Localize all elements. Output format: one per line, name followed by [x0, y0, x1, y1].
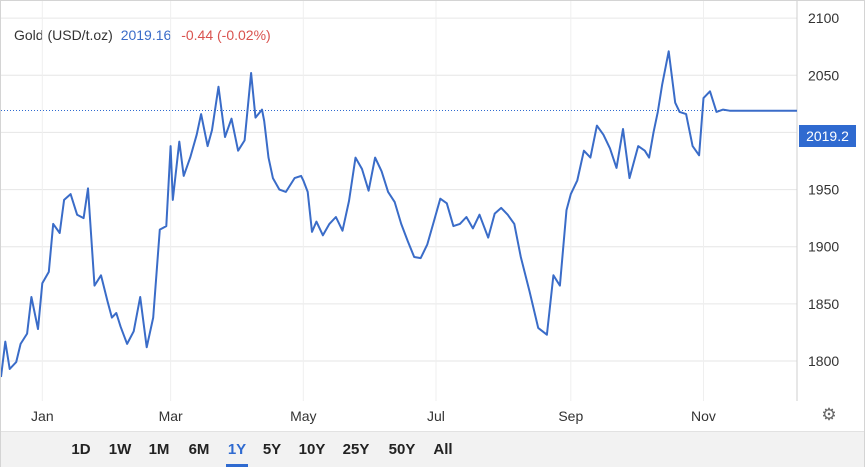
y-tick-label: 1800 — [808, 353, 839, 369]
range-button-1d[interactable]: 1D — [71, 441, 91, 458]
range-button-all[interactable]: All — [433, 441, 453, 458]
instrument-name: Gold (USD/t.oz) — [14, 27, 113, 43]
price-change: -0.44 (-0.02%) — [181, 27, 271, 43]
range-selector: 1D 1W 1M 6M 1Y 5Y 10Y 25Y 50Y All — [1, 431, 864, 467]
range-button-6m[interactable]: 6M — [188, 441, 210, 458]
price-chart[interactable]: 1800185019001950200020502100JanMarMayJul… — [1, 1, 864, 431]
current-price: 2019.16 — [120, 27, 172, 43]
x-tick-label: Sep — [558, 408, 583, 424]
y-tick-label: 2100 — [808, 10, 839, 26]
y-tick-label: 1900 — [808, 239, 839, 255]
range-button-25y[interactable]: 25Y — [342, 441, 370, 458]
x-tick-label: May — [290, 408, 316, 424]
y-tick-label: 1950 — [808, 182, 839, 198]
price-series-line — [1, 50, 797, 378]
x-tick-label: Nov — [691, 408, 716, 424]
range-button-10y[interactable]: 10Y — [298, 441, 326, 458]
range-button-1w[interactable]: 1W — [108, 441, 132, 458]
x-tick-label: Mar — [159, 408, 183, 424]
current-price-tag: 2019.2 — [799, 125, 856, 147]
range-button-1m[interactable]: 1M — [148, 441, 170, 458]
range-button-50y[interactable]: 50Y — [388, 441, 416, 458]
range-button-1y[interactable]: 1Y — [226, 432, 248, 467]
chart-legend: Gold (USD/t.oz) 2019.16 -0.44 (-0.02%) — [14, 27, 271, 43]
y-tick-label: 2050 — [808, 67, 839, 83]
gear-icon[interactable]: ⚙ — [821, 405, 837, 424]
x-tick-label: Jan — [31, 408, 54, 424]
range-button-5y[interactable]: 5Y — [262, 441, 282, 458]
y-tick-label: 1850 — [808, 296, 839, 312]
x-tick-label: Jul — [427, 408, 445, 424]
